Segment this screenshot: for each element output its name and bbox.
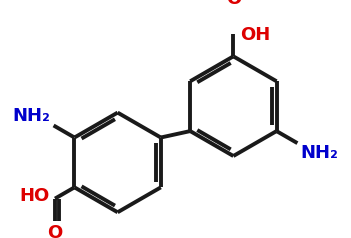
Text: HO: HO (19, 187, 49, 205)
Text: O: O (47, 224, 62, 238)
Text: O: O (226, 0, 241, 8)
Text: OH: OH (240, 26, 270, 44)
Text: NH₂: NH₂ (13, 107, 51, 125)
Text: NH₂: NH₂ (300, 144, 338, 162)
